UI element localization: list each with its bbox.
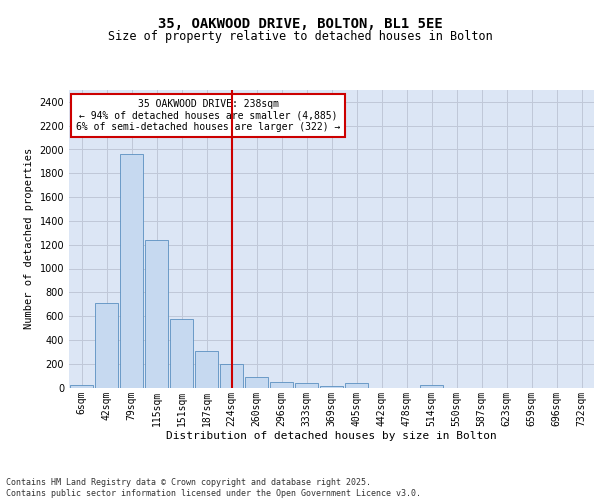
X-axis label: Distribution of detached houses by size in Bolton: Distribution of detached houses by size … [166, 431, 497, 441]
Bar [70, 385, 93, 388]
Text: Contains HM Land Registry data © Crown copyright and database right 2025.
Contai: Contains HM Land Registry data © Crown c… [6, 478, 421, 498]
Bar [295, 384, 318, 388]
Bar [320, 386, 343, 388]
Text: 35 OAKWOOD DRIVE: 238sqm
← 94% of detached houses are smaller (4,885)
6% of semi: 35 OAKWOOD DRIVE: 238sqm ← 94% of detach… [76, 99, 340, 132]
Text: Size of property relative to detached houses in Bolton: Size of property relative to detached ho… [107, 30, 493, 43]
Bar [270, 382, 293, 388]
Bar [120, 154, 143, 388]
Bar [170, 319, 193, 388]
Bar [195, 351, 218, 388]
Bar [345, 384, 368, 388]
Bar [220, 364, 243, 388]
Y-axis label: Number of detached properties: Number of detached properties [24, 148, 34, 330]
Bar [245, 378, 268, 388]
Text: 35, OAKWOOD DRIVE, BOLTON, BL1 5EE: 35, OAKWOOD DRIVE, BOLTON, BL1 5EE [158, 18, 442, 32]
Bar [95, 303, 118, 388]
Bar [145, 240, 168, 388]
Bar [420, 385, 443, 388]
